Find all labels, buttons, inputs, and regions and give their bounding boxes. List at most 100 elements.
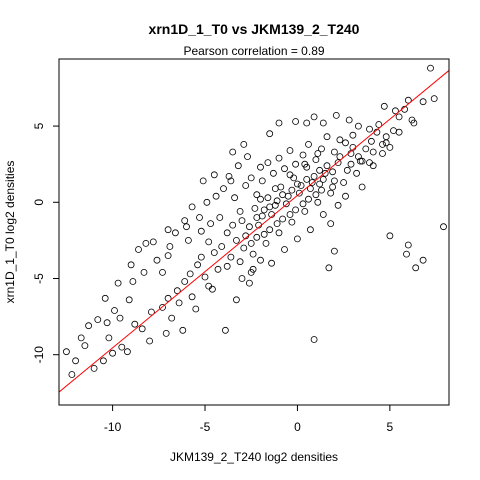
data-point	[251, 204, 259, 212]
data-point	[257, 195, 264, 203]
data-point	[109, 349, 116, 357]
data-point	[427, 64, 434, 72]
data-point	[314, 150, 322, 157]
y-tick-label: 0	[32, 199, 46, 206]
data-point	[118, 343, 126, 351]
data-point	[286, 147, 294, 154]
data-point	[323, 162, 331, 170]
data-point	[249, 250, 257, 258]
data-point	[253, 191, 261, 199]
data-point	[327, 220, 335, 228]
data-point	[271, 185, 279, 193]
data-point	[164, 252, 172, 260]
data-point	[166, 243, 174, 250]
data-point	[408, 116, 416, 124]
data-point	[232, 236, 240, 244]
data-point	[227, 253, 235, 261]
data-point	[257, 163, 264, 171]
data-point	[404, 96, 412, 104]
data-point	[342, 139, 349, 147]
data-point	[354, 153, 362, 161]
data-point	[275, 229, 283, 237]
data-point	[127, 261, 135, 269]
data-point	[299, 151, 307, 159]
data-point	[258, 177, 266, 185]
data-point	[179, 326, 187, 334]
data-point	[223, 229, 231, 237]
data-point	[196, 214, 203, 221]
data-point	[273, 197, 281, 205]
data-point	[111, 307, 118, 314]
data-point	[266, 226, 274, 234]
data-point	[210, 249, 218, 257]
x-tick-label: 5	[387, 420, 394, 434]
data-point	[205, 282, 213, 290]
data-point	[336, 153, 344, 161]
x-axis-label: JKM139_2_T240 log2 densities	[170, 450, 338, 464]
data-point	[356, 157, 364, 165]
data-point	[292, 206, 300, 214]
data-point	[260, 206, 268, 214]
data-point	[105, 334, 113, 342]
data-point	[247, 239, 255, 247]
data-point	[303, 175, 311, 183]
data-point	[188, 293, 196, 301]
x-tick-label: -10	[104, 420, 122, 434]
data-point	[281, 165, 288, 173]
data-point	[312, 156, 320, 164]
plot-frame	[58, 58, 450, 406]
data-point	[369, 148, 377, 156]
data-point	[358, 183, 366, 191]
data-point	[379, 140, 386, 148]
data-point	[159, 268, 166, 276]
data-point	[212, 192, 220, 200]
data-point	[68, 371, 76, 378]
data-point	[349, 131, 357, 139]
data-point	[382, 139, 390, 147]
points-layer	[63, 64, 447, 378]
y-tick-label: -5	[32, 273, 46, 284]
data-point	[319, 211, 327, 218]
data-point	[323, 133, 331, 141]
data-point	[149, 238, 157, 246]
data-point	[168, 314, 176, 322]
y-tick-label: 5	[32, 122, 46, 129]
data-point	[94, 316, 102, 324]
chart-subtitle: Pearson correlation = 0.89	[183, 44, 324, 58]
data-point	[164, 226, 172, 234]
data-point	[264, 159, 272, 167]
data-point	[114, 279, 122, 287]
data-point	[297, 182, 305, 189]
data-point	[440, 223, 447, 231]
data-point	[292, 160, 300, 168]
data-point	[430, 95, 438, 102]
data-point	[334, 201, 342, 209]
data-point	[358, 157, 366, 165]
data-point	[366, 159, 373, 167]
data-point	[419, 98, 427, 106]
data-point	[183, 223, 190, 231]
fit-line	[59, 69, 449, 393]
data-point	[266, 203, 274, 211]
data-point	[240, 140, 248, 148]
data-point	[386, 232, 394, 240]
data-point	[221, 326, 229, 334]
data-point	[229, 148, 237, 156]
data-point	[262, 239, 270, 247]
data-point	[332, 112, 340, 119]
data-point	[210, 171, 218, 179]
x-tick-label: 0	[294, 420, 301, 434]
data-point	[227, 177, 235, 185]
data-point	[131, 320, 139, 328]
data-point	[316, 180, 324, 188]
data-point	[199, 177, 207, 185]
data-point	[229, 221, 237, 229]
data-point	[330, 148, 338, 156]
data-point	[319, 119, 327, 127]
data-point	[269, 169, 277, 177]
data-point	[159, 303, 166, 311]
data-point	[208, 285, 216, 293]
fit-line-layer	[59, 69, 449, 393]
data-point	[101, 294, 109, 302]
data-point	[299, 200, 307, 208]
